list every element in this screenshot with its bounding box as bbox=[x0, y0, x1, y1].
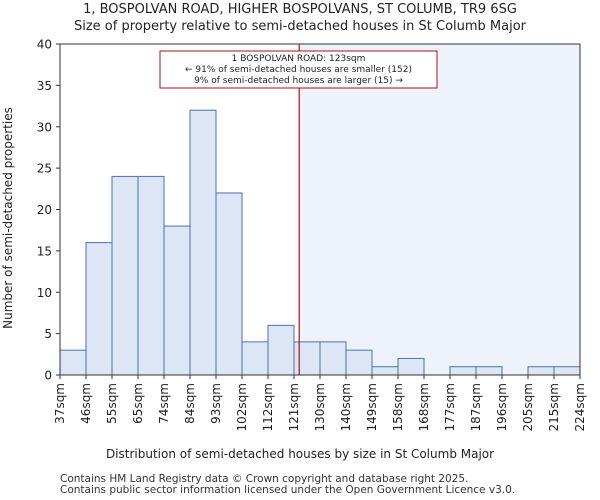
x-tick-label: 140sqm bbox=[339, 383, 353, 431]
annotation-box: 1 BOSPOLVAN ROAD: 123sqm ← 91% of semi-d… bbox=[159, 50, 438, 89]
x-tick-label: 46sqm bbox=[79, 383, 93, 424]
x-tick-label: 196sqm bbox=[495, 383, 509, 431]
histogram-bar bbox=[163, 225, 191, 376]
histogram-bar bbox=[449, 366, 477, 376]
y-axis-label: Number of semi-detached properties bbox=[1, 107, 15, 329]
y-tick-label: 35 bbox=[37, 79, 52, 93]
x-tick-label: 102sqm bbox=[235, 383, 249, 431]
y-tick-label: 10 bbox=[37, 286, 52, 300]
x-tick-label: 93sqm bbox=[209, 383, 223, 424]
x-tick-label: 37sqm bbox=[53, 383, 67, 424]
histogram-bar bbox=[137, 175, 165, 376]
histogram-bar bbox=[59, 349, 87, 376]
histogram-bar bbox=[215, 192, 243, 376]
y-tick-label: 15 bbox=[37, 244, 52, 258]
x-tick-label: 55sqm bbox=[105, 383, 119, 424]
chart-title: 1, BOSPOLVAN ROAD, HIGHER BOSPOLVANS, ST… bbox=[83, 2, 517, 17]
y-tick-label: 5 bbox=[44, 327, 52, 341]
x-tick-label: 112sqm bbox=[261, 383, 275, 431]
x-tick-label: 121sqm bbox=[287, 383, 301, 431]
histogram-bar bbox=[241, 341, 269, 376]
x-tick-label: 168sqm bbox=[417, 383, 431, 431]
histogram-bar bbox=[293, 341, 321, 376]
histogram-bar bbox=[85, 242, 113, 376]
footer-line-2: Contains public sector information licen… bbox=[60, 484, 516, 496]
x-tick-label: 224sqm bbox=[573, 383, 587, 431]
x-tick-label: 84sqm bbox=[183, 383, 197, 424]
y-tick-label: 20 bbox=[37, 203, 52, 217]
annotation-line-2: ← 91% of semi-detached houses are smalle… bbox=[185, 65, 412, 75]
histogram-bar bbox=[189, 109, 217, 376]
footer-line-1: Contains HM Land Registry data © Crown c… bbox=[60, 473, 469, 485]
histogram-bar bbox=[371, 366, 399, 376]
chart-subtitle: Size of property relative to semi-detach… bbox=[73, 19, 527, 34]
y-tick-label: 25 bbox=[37, 162, 52, 176]
y-tick-label: 30 bbox=[37, 120, 52, 134]
y-tick-label: 40 bbox=[37, 38, 52, 52]
x-tick-label: 74sqm bbox=[157, 383, 171, 424]
x-tick-label: 205sqm bbox=[521, 383, 535, 431]
x-axis-label: Distribution of semi-detached houses by … bbox=[106, 447, 494, 461]
histogram-bar bbox=[553, 366, 581, 376]
x-tick-label: 65sqm bbox=[131, 383, 145, 424]
x-tick-label: 215sqm bbox=[547, 383, 561, 431]
x-tick-label: 177sqm bbox=[443, 383, 457, 431]
histogram-bar bbox=[111, 175, 139, 376]
y-tick-label: 0 bbox=[44, 369, 52, 383]
larger-region-highlight bbox=[299, 44, 580, 375]
histogram-bar bbox=[345, 349, 373, 376]
annotation-line-1: 1 BOSPOLVAN ROAD: 123sqm bbox=[232, 54, 366, 64]
x-tick-label: 158sqm bbox=[391, 383, 405, 431]
x-tick-label: 187sqm bbox=[469, 383, 483, 431]
histogram-bar bbox=[475, 366, 503, 376]
histogram-bar bbox=[319, 341, 347, 376]
annotation-line-3: 9% of semi-detached houses are larger (1… bbox=[194, 76, 403, 86]
histogram-bar bbox=[397, 357, 425, 376]
x-tick-label: 149sqm bbox=[365, 383, 379, 431]
x-tick-label: 130sqm bbox=[313, 383, 327, 431]
histogram-bar bbox=[527, 366, 555, 376]
histogram-bar bbox=[267, 324, 295, 376]
